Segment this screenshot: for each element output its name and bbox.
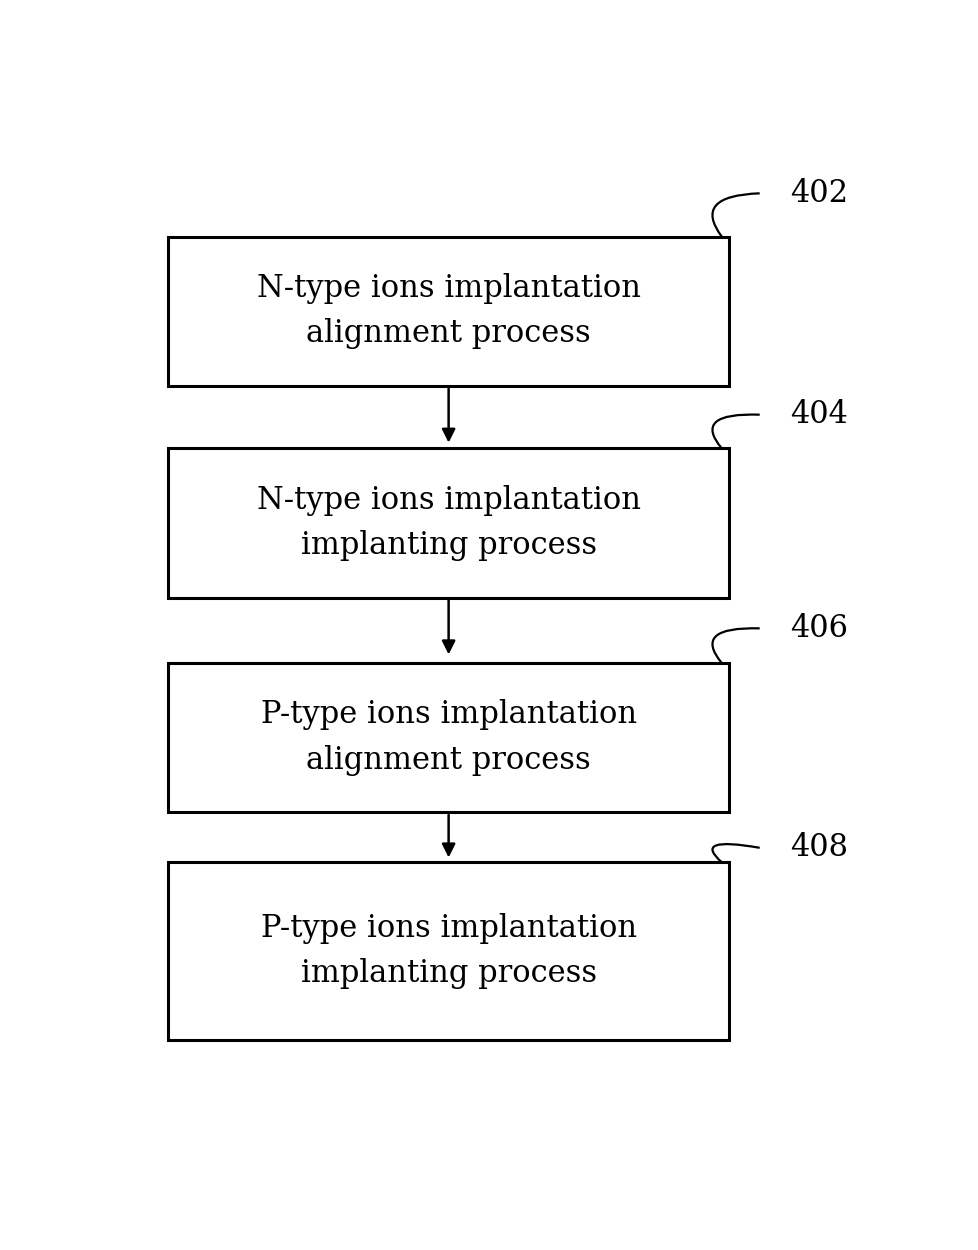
Bar [168, 662, 729, 812]
Text: N-type ions implantation
alignment process: N-type ions implantation alignment proce… [256, 272, 640, 350]
Text: P-type ions implantation
implanting process: P-type ions implantation implanting proc… [260, 912, 636, 990]
Text: 406: 406 [789, 612, 847, 644]
Text: 408: 408 [789, 832, 847, 864]
Text: 404: 404 [789, 399, 847, 430]
Text: 402: 402 [789, 177, 847, 209]
Text: P-type ions implantation
alignment process: P-type ions implantation alignment proce… [260, 700, 636, 776]
Bar [168, 236, 729, 386]
Text: N-type ions implantation
implanting process: N-type ions implantation implanting proc… [256, 485, 640, 561]
Bar [168, 449, 729, 598]
Bar [168, 862, 729, 1040]
